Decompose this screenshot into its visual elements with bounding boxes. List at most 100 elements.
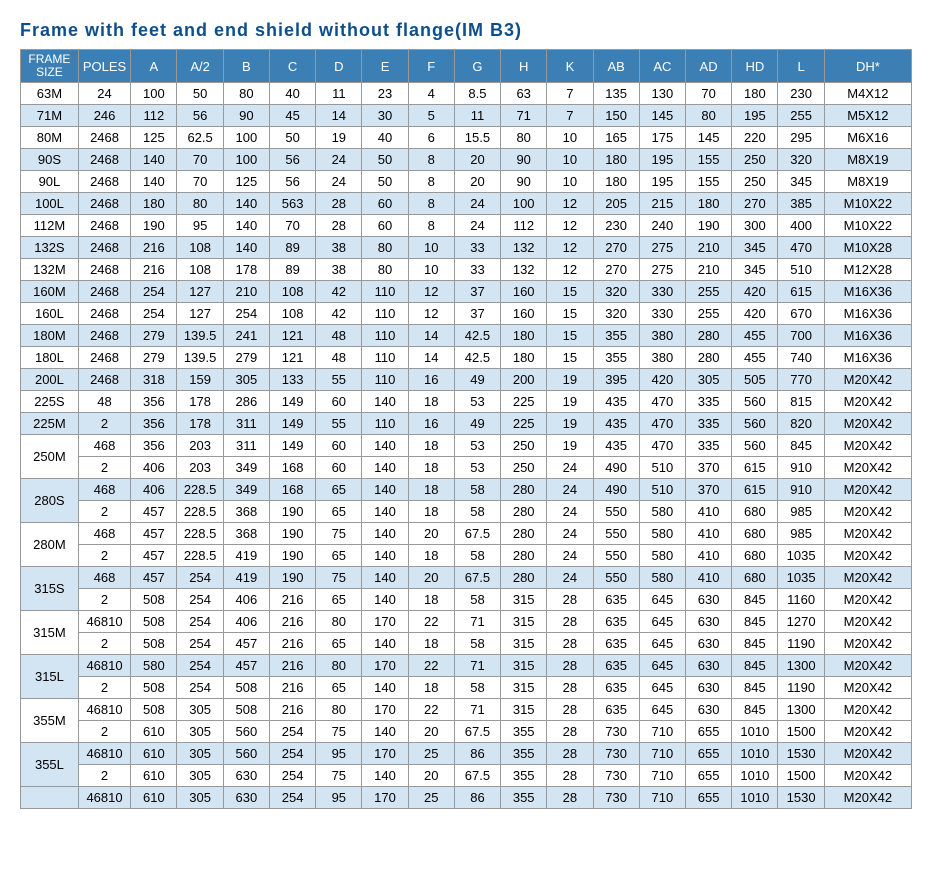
data-cell: M20X42 [824, 567, 911, 589]
data-cell: 470 [639, 413, 685, 435]
data-cell: 280 [685, 325, 731, 347]
data-cell: 149 [269, 435, 315, 457]
data-cell: 24 [78, 83, 130, 105]
data-cell: 315 [501, 633, 547, 655]
data-cell: 18 [408, 501, 454, 523]
data-cell: 180 [501, 325, 547, 347]
data-cell: 80 [223, 83, 269, 105]
data-cell: 710 [639, 721, 685, 743]
table-row: 355L468106103055602549517025863552873071… [21, 743, 912, 765]
data-cell: 6 [408, 127, 454, 149]
data-cell: 89 [269, 237, 315, 259]
table-row: 2508254508216651401858315286356456308451… [21, 677, 912, 699]
data-cell: 563 [269, 193, 315, 215]
data-cell: 12 [547, 193, 593, 215]
data-cell: 168 [269, 457, 315, 479]
data-cell: 28 [547, 655, 593, 677]
data-cell: 470 [778, 237, 824, 259]
data-cell: M16X36 [824, 347, 911, 369]
data-cell: 250 [732, 171, 778, 193]
data-cell: 195 [639, 149, 685, 171]
data-cell: 90 [501, 171, 547, 193]
data-cell: 410 [685, 545, 731, 567]
data-cell: 230 [778, 83, 824, 105]
data-cell: 820 [778, 413, 824, 435]
col-header: C [269, 50, 315, 83]
data-cell: 71 [454, 655, 500, 677]
data-cell: 95 [177, 215, 223, 237]
data-cell: 215 [639, 193, 685, 215]
data-cell: 18 [408, 479, 454, 501]
data-cell: 510 [778, 259, 824, 281]
data-cell: 435 [593, 435, 639, 457]
data-cell: 180 [131, 193, 177, 215]
data-cell: 110 [362, 325, 408, 347]
data-cell: 216 [131, 237, 177, 259]
data-cell: 12 [408, 303, 454, 325]
data-cell: 455 [732, 325, 778, 347]
data-cell: 645 [639, 633, 685, 655]
data-cell: 655 [685, 743, 731, 765]
data-cell: 195 [732, 105, 778, 127]
data-cell: 170 [362, 699, 408, 721]
data-cell: 225 [501, 391, 547, 413]
data-cell: 610 [131, 743, 177, 765]
data-cell: 112 [501, 215, 547, 237]
data-cell: 630 [223, 787, 269, 809]
data-cell: 815 [778, 391, 824, 413]
data-cell: 230 [593, 215, 639, 237]
data-cell: 610 [131, 765, 177, 787]
data-cell: 170 [362, 743, 408, 765]
data-cell: 140 [362, 633, 408, 655]
table-row: 2508254457216651401858315286356456308451… [21, 633, 912, 655]
data-cell: 80 [177, 193, 223, 215]
data-cell: 90S [21, 149, 79, 171]
data-cell: 655 [685, 787, 731, 809]
data-cell: 845 [732, 655, 778, 677]
table-header-row: FRAMESIZEPOLESAA/2BCDEFGHKABACADHDLDH* [21, 50, 912, 83]
data-cell: 110 [362, 413, 408, 435]
data-cell: M20X42 [824, 369, 911, 391]
data-cell: 216 [131, 259, 177, 281]
data-cell: 630 [685, 633, 731, 655]
data-cell: 320 [593, 303, 639, 325]
data-cell: 457 [131, 523, 177, 545]
data-cell: 40 [362, 127, 408, 149]
data-cell: 2 [78, 413, 130, 435]
data-cell: 2468 [78, 303, 130, 325]
data-cell: 15 [547, 347, 593, 369]
data-cell: 53 [454, 435, 500, 457]
col-header: AD [685, 50, 731, 83]
data-cell: 355 [501, 787, 547, 809]
data-cell: 95 [316, 743, 362, 765]
data-cell: 655 [685, 765, 731, 787]
frame-size-cell: 315L [21, 655, 79, 699]
table-row: 315S468457254419190751402067.52802455058… [21, 567, 912, 589]
data-cell: 910 [778, 479, 824, 501]
data-cell: 550 [593, 567, 639, 589]
data-cell: 635 [593, 655, 639, 677]
data-cell: 457 [131, 545, 177, 567]
data-cell: 24 [547, 457, 593, 479]
data-cell: 58 [454, 589, 500, 611]
data-cell: 180M [21, 325, 79, 347]
data-cell: 315 [501, 699, 547, 721]
data-cell: 37 [454, 281, 500, 303]
table-row: 100L246818080140563286082410012205215180… [21, 193, 912, 215]
data-cell: 250 [501, 435, 547, 457]
data-cell: 140 [362, 501, 408, 523]
data-cell: 37 [454, 303, 500, 325]
data-cell: 508 [131, 677, 177, 699]
data-cell: 20 [408, 567, 454, 589]
data-cell: 19 [547, 391, 593, 413]
data-cell: 140 [362, 391, 408, 413]
data-cell: 406 [223, 589, 269, 611]
data-cell: 8 [408, 215, 454, 237]
data-cell: 160L [21, 303, 79, 325]
data-cell: 355 [593, 347, 639, 369]
data-cell: 635 [593, 699, 639, 721]
data-cell: 180 [685, 193, 731, 215]
data-cell: 19 [547, 435, 593, 457]
data-cell: 89 [269, 259, 315, 281]
data-cell: 175 [639, 127, 685, 149]
